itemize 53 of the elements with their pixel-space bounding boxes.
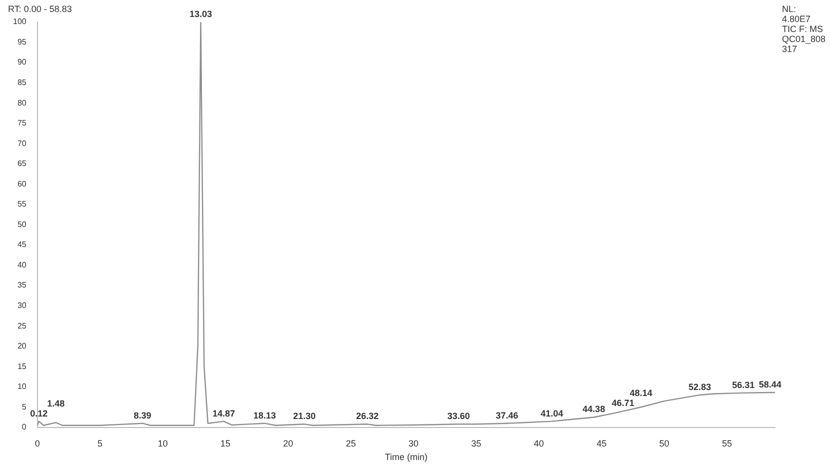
x-tick-label: 0 xyxy=(34,438,40,448)
annotation: 37.46 xyxy=(496,410,518,420)
y-tick-label: 25 xyxy=(17,321,27,330)
y-tick-label: 15 xyxy=(17,362,27,371)
annotation: 58.44 xyxy=(758,380,782,390)
x-tick-label: 15 xyxy=(220,438,230,448)
text: NL: 4.80E7 TIC F: MS QC01_808 317 xyxy=(782,4,826,54)
x-tick-label: 25 xyxy=(346,438,356,448)
y-tick-label: 65 xyxy=(17,159,27,168)
y-tick-label: 35 xyxy=(17,280,27,290)
x-tick-label: 5 xyxy=(98,438,103,448)
y-tick-label: 75 xyxy=(17,118,27,128)
y-tick-label: 20 xyxy=(17,342,27,351)
text: RT: 0.00 - 58.83 xyxy=(8,4,72,14)
x-tick-label: 20 xyxy=(283,438,294,448)
annotation: 46.71 xyxy=(612,398,634,408)
y-tick-label: 80 xyxy=(17,98,27,108)
x-axis-title: Time (min) xyxy=(384,452,428,462)
annotation: 52.83 xyxy=(688,382,712,392)
x-tick-label: 50 xyxy=(659,438,670,448)
x-tick-label: 10 xyxy=(158,438,168,448)
y-tick-label: 100 xyxy=(12,17,27,26)
y-tick-label: 50 xyxy=(17,220,27,229)
annotation: 14.87 xyxy=(212,408,236,418)
y-tick-label: 30 xyxy=(17,300,27,310)
annotation: 26.32 xyxy=(356,411,379,422)
annotation: 8.39 xyxy=(134,410,152,420)
y-tick-label: 60 xyxy=(17,179,27,188)
x-tick-label: 30 xyxy=(408,438,419,448)
annotation: 1.48 xyxy=(47,398,65,408)
y-tick-label: 5 xyxy=(22,402,27,412)
y-tick-label: 70 xyxy=(17,138,27,148)
y-tick-label: 55 xyxy=(17,200,27,209)
annotation: 56.31 xyxy=(732,380,755,390)
y-tick-label: 40 xyxy=(17,260,27,270)
annotation: 13.03 xyxy=(189,8,212,19)
annotation: 41.04 xyxy=(540,408,564,418)
annotation: 18.13 xyxy=(253,410,276,420)
annotation: 21.30 xyxy=(293,411,316,422)
x-tick-label: 55 xyxy=(722,438,732,448)
y-tick-label: 90 xyxy=(17,58,27,67)
y-tick-label: 45 xyxy=(17,240,27,250)
x-tick-label: 45 xyxy=(596,438,607,448)
x-tick-label: 40 xyxy=(534,438,544,448)
y-tick-label: 10 xyxy=(17,382,27,392)
annotation: 48.14 xyxy=(630,388,652,398)
annotation: 33.60 xyxy=(447,411,470,422)
y-tick-label: 95 xyxy=(17,37,27,46)
annotation: 0.12 xyxy=(30,408,48,418)
x-tick-label: 35 xyxy=(471,438,482,448)
y-tick-label: 0 xyxy=(22,422,27,432)
y-tick-label: 85 xyxy=(17,78,27,88)
annotation: 44.38 xyxy=(582,404,606,414)
